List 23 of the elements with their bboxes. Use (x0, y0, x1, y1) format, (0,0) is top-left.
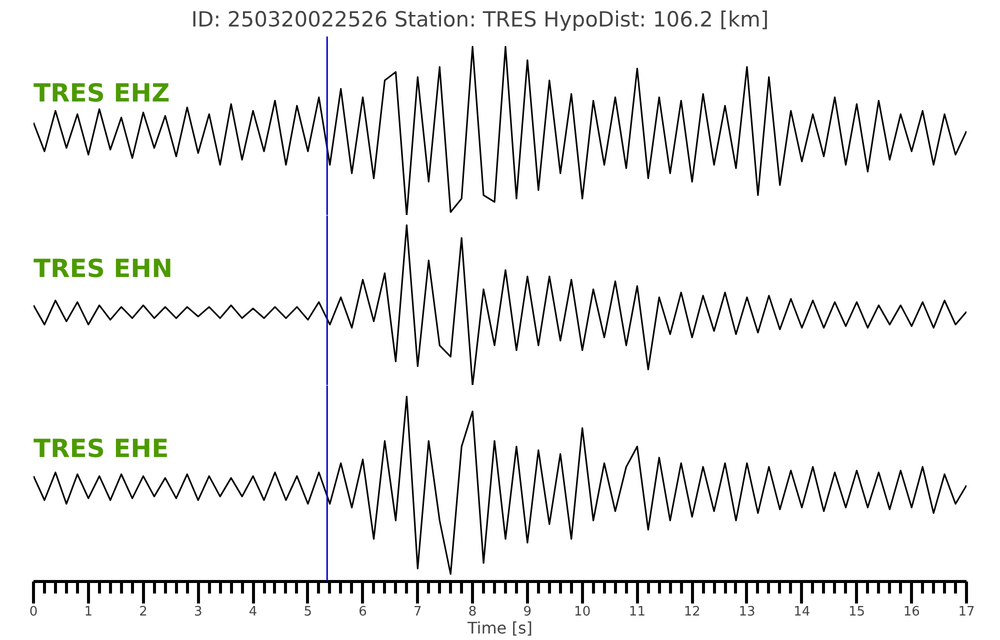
x-tick-label: 14 (794, 604, 810, 620)
x-tick-label: 16 (903, 604, 920, 620)
x-tick-label: 9 (523, 604, 532, 620)
x-tick-label: 1 (84, 604, 93, 620)
x-tick-label: 13 (738, 604, 756, 620)
x-tick-label: 2 (139, 604, 148, 620)
series-label: TRES EHE (34, 434, 169, 464)
x-tick-label: 17 (958, 604, 975, 620)
x-tick-label: 4 (248, 604, 258, 620)
x-tick-label: 8 (468, 604, 477, 620)
chart-title: ID: 250320022526 Station: TRES HypoDist: 106.2 [km] (191, 8, 769, 32)
x-axis-title: Time [s] (466, 618, 533, 638)
x-tick-label: 11 (628, 604, 646, 620)
series-label: TRES EHZ (34, 78, 170, 108)
series-label: TRES EHN (34, 254, 173, 283)
x-tick-label: 5 (304, 604, 312, 620)
x-tick-label: 15 (848, 604, 866, 620)
x-tick-label: 6 (358, 604, 367, 620)
x-tick-label: 0 (29, 604, 38, 620)
x-tick-label: 3 (194, 604, 202, 620)
x-tick-label: 12 (684, 604, 700, 620)
x-tick-label: 10 (574, 604, 591, 620)
x-tick-label: 7 (414, 604, 422, 620)
